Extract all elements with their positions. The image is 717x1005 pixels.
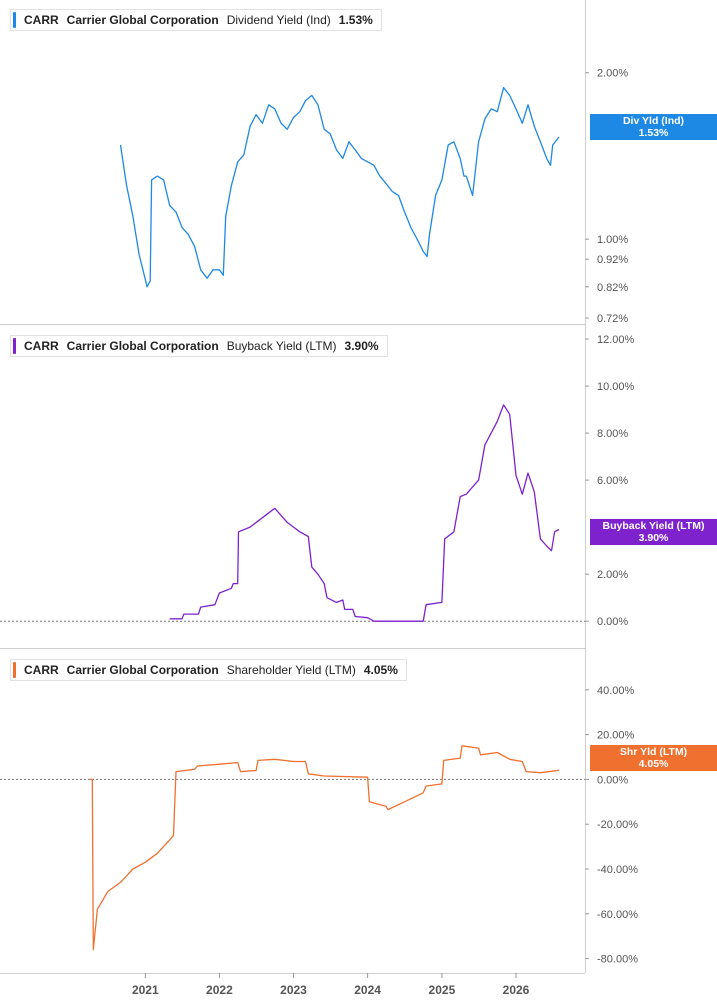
y-tick-label: 0.00% xyxy=(597,616,628,628)
series-line xyxy=(119,86,560,288)
badge-value: 4.05% xyxy=(638,758,669,770)
legend-shareholder-yield: CARR Carrier Global Corporation Sharehol… xyxy=(10,659,407,681)
y-tick-label: 8.00% xyxy=(597,428,628,440)
legend-company: Carrier Global Corporation xyxy=(66,339,219,353)
x-tick-label: 2025 xyxy=(429,983,456,997)
y-tick-label: 0.00% xyxy=(597,774,628,786)
y-tick-label: 0.72% xyxy=(597,313,628,325)
y-tick-label: 40.00% xyxy=(597,685,635,697)
legend-ticker: CARR xyxy=(24,13,59,27)
current-value-badge-buyback: Buyback Yield (LTM) 3.90% xyxy=(590,519,717,545)
series-line xyxy=(89,745,560,951)
x-tick-label: 2021 xyxy=(132,983,159,997)
badge-label: Shr Yld (LTM) xyxy=(619,746,688,758)
y-tick-label: -20.00% xyxy=(597,819,638,831)
legend-company: Carrier Global Corporation xyxy=(66,13,219,27)
y-tick-label: -80.00% xyxy=(597,954,638,966)
legend-dividend-yield: CARR Carrier Global Corporation Dividend… xyxy=(10,9,382,31)
y-tick-label: -40.00% xyxy=(597,864,638,876)
legend-company: Carrier Global Corporation xyxy=(66,663,219,677)
legend-value: 4.05% xyxy=(363,663,398,677)
legend-metric: Shareholder Yield (LTM) xyxy=(226,663,356,677)
legend-metric: Dividend Yield (Ind) xyxy=(226,13,331,27)
x-tick-label: 2024 xyxy=(354,983,381,997)
badge-label: Buyback Yield (LTM) xyxy=(602,520,705,532)
x-tick-label: 2023 xyxy=(280,983,307,997)
badge-label: Div Yld (Ind) xyxy=(622,115,685,127)
y-tick-label: 10.00% xyxy=(597,381,635,393)
y-tick-label: 2.00% xyxy=(597,68,628,80)
series-line xyxy=(169,404,560,622)
legend-value: 3.90% xyxy=(344,339,379,353)
badge-value: 1.53% xyxy=(638,127,669,139)
legend-ticker: CARR xyxy=(24,339,59,353)
y-tick-label: -60.00% xyxy=(597,909,638,921)
y-tick-label: 12.00% xyxy=(597,334,635,346)
legend-swatch xyxy=(13,338,16,354)
badge-value: 3.90% xyxy=(638,532,669,544)
x-tick-label: 2026 xyxy=(503,983,530,997)
y-tick-label: 0.82% xyxy=(597,282,628,294)
legend-metric: Buyback Yield (LTM) xyxy=(226,339,337,353)
y-tick-label: 0.92% xyxy=(597,254,628,266)
legend-swatch xyxy=(13,662,16,678)
legend-value: 1.53% xyxy=(338,13,373,27)
current-value-badge-shareholder: Shr Yld (LTM) 4.05% xyxy=(590,745,717,771)
legend-buyback-yield: CARR Carrier Global Corporation Buyback … xyxy=(10,335,388,357)
y-tick-label: 1.00% xyxy=(597,234,628,246)
legend-swatch xyxy=(13,12,16,28)
legend-ticker: CARR xyxy=(24,663,59,677)
y-tick-label: 6.00% xyxy=(597,475,628,487)
y-tick-label: 2.00% xyxy=(597,569,628,581)
x-tick-label: 2022 xyxy=(206,983,233,997)
current-value-badge-dividend: Div Yld (Ind) 1.53% xyxy=(590,114,717,140)
y-tick-label: 20.00% xyxy=(597,730,635,742)
